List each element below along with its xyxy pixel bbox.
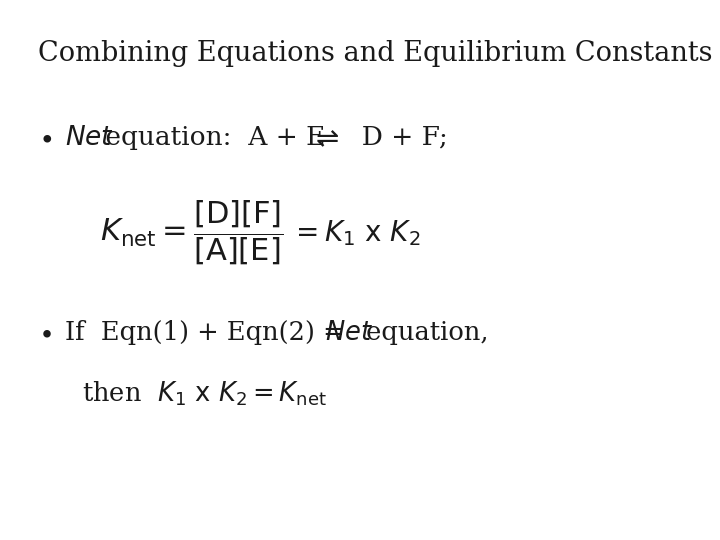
Text: $= K_1\ {\rm x}\ K_2$: $= K_1\ {\rm x}\ K_2$ <box>290 218 420 248</box>
Text: then  $K_1\ {\rm x}\ K_2 = K_{\rm net}$: then $K_1\ {\rm x}\ K_2 = K_{\rm net}$ <box>82 380 327 408</box>
Text: Combining Equations and Equilibrium Constants: Combining Equations and Equilibrium Cons… <box>38 40 713 67</box>
Text: If  Eqn(1) + Eqn(2) =: If Eqn(1) + Eqn(2) = <box>65 320 353 345</box>
Text: $\mathit{Net}$: $\mathit{Net}$ <box>325 320 373 346</box>
Text: $\mathit{Net}$: $\mathit{Net}$ <box>65 125 114 151</box>
Text: equation,: equation, <box>358 320 488 345</box>
Text: $\rightleftharpoons$: $\rightleftharpoons$ <box>310 125 339 153</box>
Text: $K_{\rm net} = \dfrac{[\rm D][\rm F]}{[\rm A][\rm E]}$: $K_{\rm net} = \dfrac{[\rm D][\rm F]}{[\… <box>100 199 284 267</box>
Text: $\bullet$: $\bullet$ <box>38 125 52 151</box>
Text: equation:  A + E: equation: A + E <box>97 125 325 150</box>
Text: D + F;: D + F; <box>345 125 448 150</box>
Text: $\bullet$: $\bullet$ <box>38 320 52 346</box>
